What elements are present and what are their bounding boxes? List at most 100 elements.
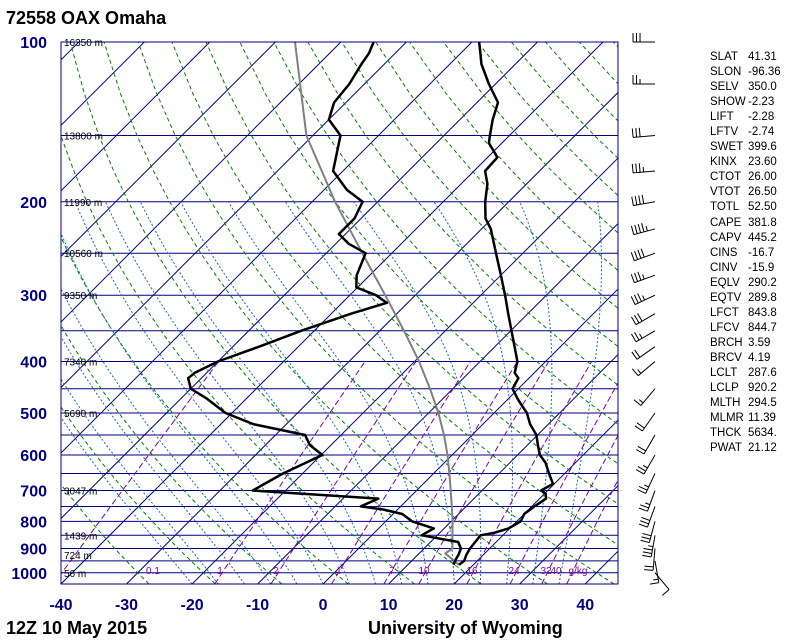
wind-barb-flag bbox=[634, 272, 639, 282]
pressure-tick-label: 400 bbox=[20, 355, 47, 372]
wind-barb-flag bbox=[642, 274, 645, 280]
wind-barb bbox=[630, 223, 656, 236]
height-label: 724 m bbox=[64, 551, 92, 562]
index-name: EQTV bbox=[710, 291, 742, 304]
index-row: LFTV -2.74 bbox=[710, 125, 790, 140]
wind-barb-flag bbox=[637, 446, 647, 452]
wind-barb-flag bbox=[630, 225, 635, 235]
index-name: TOTL bbox=[710, 201, 740, 214]
mixing-ratio-label: 10 bbox=[418, 566, 430, 577]
mixing-ratio-label: g/kg bbox=[569, 566, 588, 577]
wind-barb-staff bbox=[647, 506, 656, 528]
pressure-tick-label: 600 bbox=[20, 448, 47, 465]
wind-barb-staff bbox=[643, 434, 656, 455]
index-name: LIFT bbox=[710, 111, 734, 124]
index-name: LCLT bbox=[710, 366, 738, 379]
index-name: BRCH bbox=[710, 336, 743, 349]
wind-barb-flag bbox=[637, 293, 642, 302]
index-value: 287.6 bbox=[748, 366, 777, 379]
wind-barb bbox=[630, 293, 656, 305]
wind-barb-flag bbox=[637, 489, 646, 494]
mixing-ratio-label: 16 bbox=[466, 566, 478, 577]
index-row: VTOT 26.50 bbox=[710, 185, 790, 200]
wind-barb-flag bbox=[641, 194, 645, 204]
wind-barb-flag bbox=[641, 516, 651, 521]
wind-barb-flag bbox=[633, 399, 642, 406]
index-row: LCLT 287.6 bbox=[710, 366, 790, 381]
index-row: CINV -15.9 bbox=[710, 261, 790, 276]
wind-barb-flag bbox=[642, 554, 652, 558]
isotherm-line bbox=[388, 353, 618, 584]
index-row: SLON -96.36 bbox=[710, 65, 790, 80]
wind-barb-flag bbox=[642, 465, 648, 469]
index-value: 290.2 bbox=[748, 276, 777, 289]
moist-adiabat bbox=[61, 232, 298, 584]
dry-adiabat bbox=[61, 324, 283, 584]
dry-adiabat bbox=[239, 42, 618, 465]
index-value: 41.31 bbox=[748, 51, 777, 63]
index-name: LCLP bbox=[710, 382, 739, 395]
wind-barb-flag bbox=[643, 547, 653, 551]
wind-barb-staff bbox=[645, 473, 656, 494]
mixing-ratio-line bbox=[61, 361, 220, 575]
height-label: 16350 m bbox=[64, 38, 103, 49]
wind-barb bbox=[644, 548, 656, 571]
temperature-tick-label: 10 bbox=[380, 597, 398, 614]
mixing-ratio-line bbox=[383, 361, 518, 584]
wind-barb-staff bbox=[636, 346, 656, 360]
wind-barb-flag bbox=[644, 565, 654, 568]
index-name: CAPV bbox=[710, 231, 742, 244]
wind-barb-flag bbox=[639, 333, 643, 339]
dry-adiabat bbox=[61, 236, 349, 584]
index-row: BRCV 4.19 bbox=[710, 351, 790, 366]
pressure-tick-label: 100 bbox=[20, 35, 47, 52]
pressure-tick-label: 700 bbox=[20, 484, 47, 501]
index-row: PWAT 21.12 bbox=[710, 441, 790, 456]
wind-barb bbox=[635, 434, 656, 455]
wind-barb bbox=[631, 313, 656, 326]
height-label: 10560 m bbox=[64, 249, 103, 260]
dry-adiabat bbox=[409, 42, 618, 272]
mixing-ratio-line bbox=[466, 361, 593, 584]
index-row: EQLV 290.2 bbox=[710, 276, 790, 291]
temperature-tick-label: -40 bbox=[49, 597, 72, 614]
wind-barb-flag bbox=[631, 368, 639, 377]
index-name: EQLV bbox=[710, 276, 740, 289]
index-row: CINS -16.7 bbox=[710, 246, 790, 261]
moist-adiabat bbox=[433, 201, 513, 584]
height-label: 7340 m bbox=[64, 358, 97, 369]
wind-barb-flag bbox=[634, 224, 638, 234]
index-value: 5634. bbox=[748, 427, 777, 440]
wind-barb-staff bbox=[641, 412, 656, 432]
wind-barb-flag bbox=[638, 523, 648, 528]
index-value: 4.19 bbox=[748, 351, 771, 364]
index-name: CTOT bbox=[710, 171, 742, 184]
wind-barb bbox=[630, 271, 656, 284]
index-name: VTOT bbox=[710, 186, 741, 199]
index-value: 26.50 bbox=[748, 186, 777, 199]
mixing-ratio-line bbox=[270, 361, 417, 584]
moist-adiabat bbox=[139, 201, 376, 584]
index-value: 26.00 bbox=[748, 171, 777, 184]
isotherm-line bbox=[519, 484, 618, 584]
moist-adiabat bbox=[227, 201, 429, 584]
pressure-tick-label: 300 bbox=[20, 288, 47, 305]
wind-barb bbox=[632, 75, 655, 85]
index-row: LFCV 844.7 bbox=[710, 321, 790, 336]
index-row: SLAT 41.31 bbox=[710, 50, 790, 65]
wind-barb-flag bbox=[635, 128, 638, 138]
temperature-tick-label: 0 bbox=[319, 597, 328, 614]
parcel-path bbox=[294, 42, 460, 566]
index-value: -2.23 bbox=[748, 96, 775, 109]
index-value: -2.74 bbox=[748, 126, 775, 139]
index-name: MLMR bbox=[710, 412, 744, 425]
wind-barb bbox=[642, 535, 656, 558]
dry-adiabat bbox=[61, 406, 216, 584]
wind-barb-flag bbox=[653, 578, 659, 581]
wind-barb bbox=[654, 572, 670, 596]
wind-barb-flag bbox=[634, 250, 639, 260]
moist-adiabat bbox=[519, 201, 553, 584]
wind-barb-flag bbox=[633, 294, 639, 304]
index-row: CAPE 381.8 bbox=[710, 216, 790, 231]
wind-barb-flag bbox=[642, 551, 652, 554]
